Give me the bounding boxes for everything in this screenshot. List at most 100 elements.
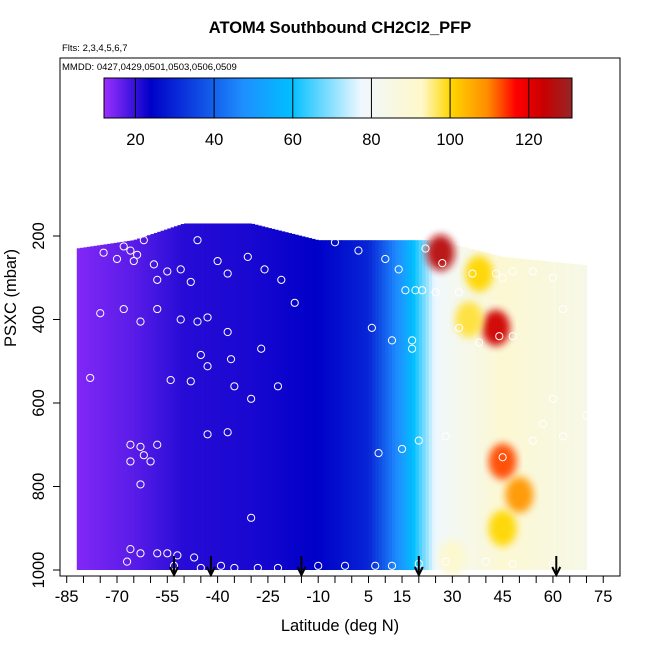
sample-point xyxy=(86,373,95,383)
heatmap-column xyxy=(217,223,222,570)
sample-point xyxy=(508,267,517,276)
heatmap-column xyxy=(281,231,286,570)
heatmap-column xyxy=(80,247,85,570)
heatmap-column xyxy=(415,240,420,571)
heatmap-column xyxy=(522,259,527,570)
sample-point xyxy=(153,440,162,449)
sample-point xyxy=(273,563,283,573)
sample-point xyxy=(230,382,239,391)
heatmap-column xyxy=(321,240,326,571)
sample-point xyxy=(407,336,417,345)
heatmap-column xyxy=(546,261,551,570)
sample-point xyxy=(223,327,232,337)
heatmap-column xyxy=(552,262,557,570)
heatmap-column xyxy=(542,261,547,570)
sample-point xyxy=(454,323,464,332)
sample-point xyxy=(508,559,517,568)
heatmap-column xyxy=(254,224,259,571)
sample-point xyxy=(136,442,145,451)
sample-point xyxy=(438,259,447,268)
heatmap-column xyxy=(489,253,494,570)
heatmap-column xyxy=(385,240,390,571)
x-tick-label: -85 xyxy=(55,588,79,606)
x-axis-label: Latitude (deg N) xyxy=(281,617,399,635)
sample-point xyxy=(193,317,202,326)
sample-point xyxy=(196,563,205,573)
sample-point xyxy=(247,513,256,522)
sample-point xyxy=(387,336,397,345)
heatmap-column xyxy=(556,262,561,570)
heatmap-column xyxy=(583,265,588,570)
sample-point xyxy=(213,256,222,266)
sample-point xyxy=(126,440,135,449)
heatmap-hotspot xyxy=(481,309,510,346)
heatmap-column xyxy=(516,258,521,570)
heatmap-hotspot xyxy=(488,510,517,547)
heatmap-column xyxy=(284,232,289,570)
heatmap-hotspot xyxy=(488,443,517,480)
heatmap-field xyxy=(76,223,588,576)
x-tick-label: -55 xyxy=(155,588,179,606)
sample-point xyxy=(126,246,135,255)
sample-point xyxy=(186,277,195,287)
x-tick-label: -40 xyxy=(206,588,230,606)
flight-arrow xyxy=(413,556,424,578)
sample-point xyxy=(203,430,212,439)
heatmap-column xyxy=(247,223,252,570)
colorbar-tick-label: 120 xyxy=(515,131,543,149)
heatmap-column xyxy=(448,243,453,570)
heatmap-column xyxy=(566,263,571,570)
heatmap-column xyxy=(428,240,433,571)
sample-point xyxy=(96,309,105,318)
heatmap-column xyxy=(472,249,477,570)
heatmap-column xyxy=(127,240,132,571)
sample-point xyxy=(190,553,199,562)
sample-point xyxy=(273,382,283,391)
heatmap-column xyxy=(237,223,242,570)
colorbar: 20 40 60 80 100 120 xyxy=(103,77,573,149)
heatmap-column xyxy=(408,240,413,571)
heatmap-column xyxy=(231,223,235,570)
sample-point xyxy=(387,561,397,570)
heatmap-hotspot xyxy=(465,255,494,292)
heatmap-column xyxy=(398,240,403,571)
heatmap-column xyxy=(190,223,195,570)
heatmap-hotspot xyxy=(455,301,484,338)
heatmap-column xyxy=(402,240,406,571)
heatmap-column xyxy=(576,264,581,570)
heatmap-column xyxy=(288,233,292,570)
heatmap-column xyxy=(163,229,168,570)
chart-title: ATOM4 Southbound CH2Cl2_PFP xyxy=(209,19,471,37)
y-tick-label: 800 xyxy=(30,473,48,501)
sample-point xyxy=(454,288,464,297)
heatmap-column xyxy=(351,240,356,571)
heatmap-column xyxy=(147,235,152,571)
colorbar-gradient xyxy=(103,77,573,119)
heatmap-column xyxy=(345,240,349,571)
sample-point xyxy=(133,250,142,259)
sample-point xyxy=(498,453,507,462)
sample-point xyxy=(136,549,145,558)
heatmap-column xyxy=(86,246,91,570)
colorbar-tick-label: 80 xyxy=(362,131,380,149)
plot-region xyxy=(62,223,591,576)
sample-point xyxy=(119,304,128,314)
heatmap-column xyxy=(365,240,370,571)
sample-point xyxy=(129,256,138,266)
heatmap-column xyxy=(539,260,544,570)
heatmap-column xyxy=(220,223,225,570)
sample-point xyxy=(495,332,504,341)
heatmap-column xyxy=(177,225,182,570)
sample-point xyxy=(139,451,148,460)
sample-point xyxy=(340,561,350,570)
heatmap-column xyxy=(462,247,467,570)
heatmap-column xyxy=(526,259,531,570)
heatmap-column xyxy=(110,243,115,570)
sample-point xyxy=(153,549,162,558)
sample-point xyxy=(314,561,323,570)
sample-point xyxy=(203,362,212,371)
sample-point xyxy=(149,260,158,269)
flight-arrow xyxy=(551,556,562,578)
heatmap-column xyxy=(251,223,256,570)
heatmap-column xyxy=(180,224,185,570)
